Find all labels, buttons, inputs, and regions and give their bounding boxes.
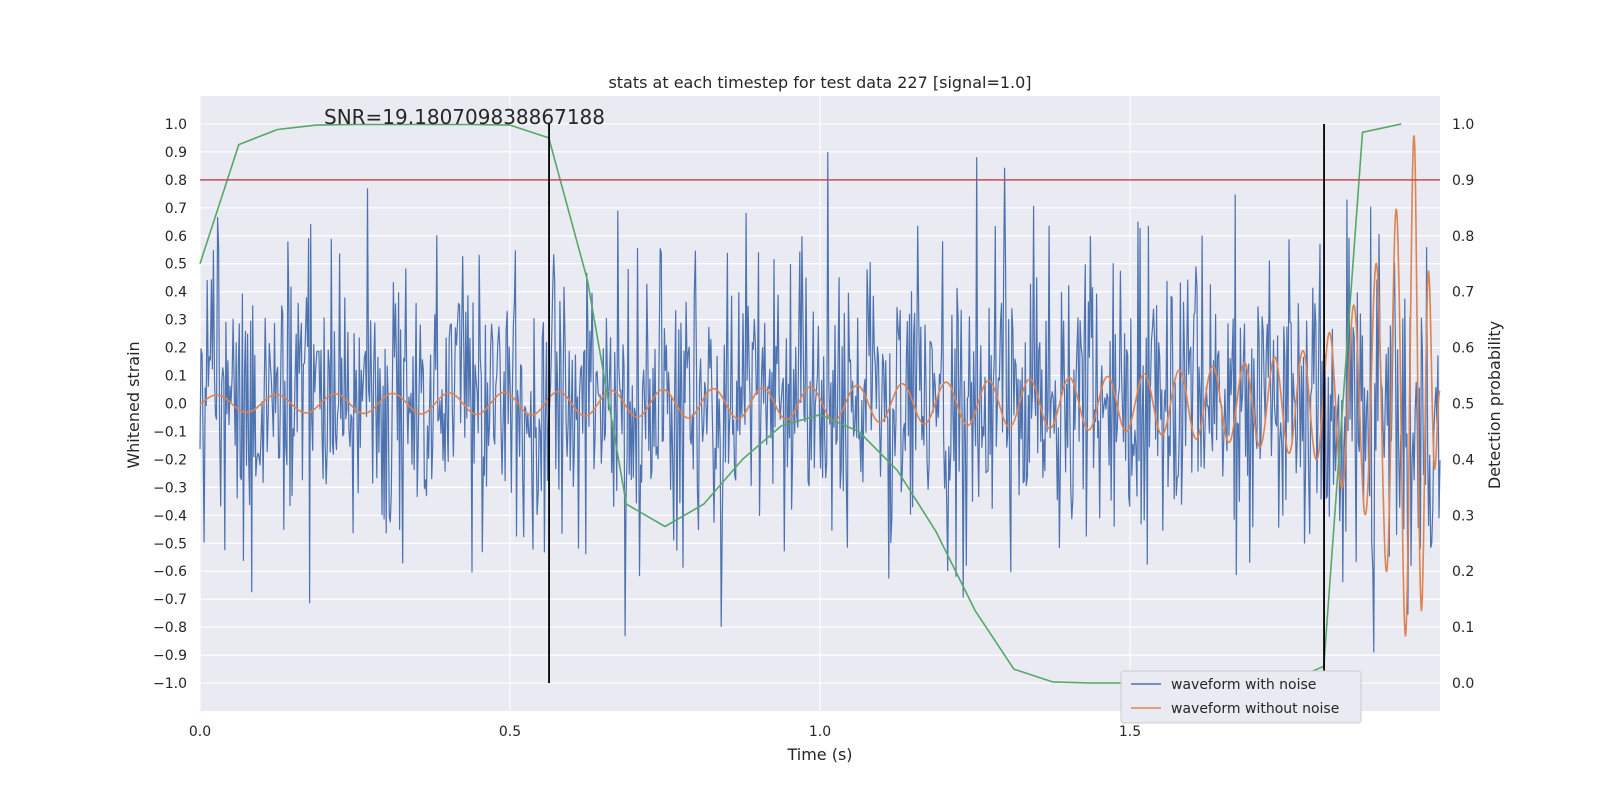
y-left-tick-label: 0.1 [165,369,187,385]
y-right-tick-label: 0.1 [1452,620,1474,636]
x-ticks: 0.0 0.5 1.0 1.5 [189,724,1141,740]
y-left-tick-label: −0.2 [153,452,187,468]
y-left-tick-label: −0.3 [153,480,187,496]
y-axis-label-left: Whitened strain [124,341,143,468]
grid-lines [199,96,1440,711]
y-left-tick-label: 0.3 [165,313,187,329]
y-left-tick-label: −0.9 [153,648,187,664]
series-waveform-without-noise [199,135,1441,637]
y-right-tick-label: 0.0 [1452,676,1474,692]
y-axis-label-right: Detection probability [1485,321,1504,489]
snr-annotation: SNR=19.180709838867188 [324,105,605,129]
y-right-tick-label: 1.0 [1452,117,1474,133]
y-right-tick-label: 0.4 [1452,452,1474,468]
y-left-tick-label: −0.6 [153,564,187,580]
y-left-tick-label: 0.0 [165,397,187,413]
y-right-ticks: 1.0 0.9 0.8 0.7 0.6 0.5 0.4 0.3 0.2 0.1 0.0 [1452,117,1474,692]
x-tick-label: 1.0 [809,724,831,740]
y-left-tick-label: 1.0 [165,117,187,133]
x-tick-label: 0.5 [499,724,521,740]
x-axis-label: Time (s) [786,745,852,764]
y-right-tick-label: 0.6 [1452,341,1474,357]
legend-label-clean: waveform without noise [1171,701,1339,717]
y-right-tick-label: 0.8 [1452,229,1474,245]
y-left-tick-label: −0.5 [153,536,187,552]
y-left-tick-label: 0.5 [165,257,187,273]
y-right-tick-label: 0.2 [1452,564,1474,580]
y-left-tick-label: 0.9 [165,145,187,161]
y-left-tick-label: 0.7 [165,201,187,217]
legend-box [1120,670,1362,724]
y-left-tick-label: −0.8 [153,620,187,636]
y-left-ticks: 1.0 0.9 0.8 0.7 0.6 0.5 0.4 0.3 0.2 0.1 0.0 −0.1 −0.… [153,117,187,692]
chart-title: stats at each timestep for test data 227… [608,73,1031,92]
x-tick-label: 1.5 [1119,724,1141,740]
y-left-tick-label: −0.1 [153,424,187,440]
y-right-tick-label: 0.3 [1452,508,1474,524]
y-right-tick-label: 0.5 [1452,397,1474,413]
legend-label-noise: waveform with noise [1171,677,1316,693]
legend: waveform with noise waveform without noi… [1120,670,1362,724]
y-left-tick-label: 0.8 [165,173,187,189]
x-tick-label: 0.0 [189,724,211,740]
y-left-tick-label: −0.4 [153,508,187,524]
y-left-tick-label: 0.2 [165,341,187,357]
y-left-tick-label: −0.7 [153,592,187,608]
series-waveform-with-noise [199,151,1441,653]
y-left-tick-label: 0.4 [165,285,187,301]
y-right-tick-label: 0.9 [1452,173,1474,189]
y-left-tick-label: 0.6 [165,229,187,245]
y-right-tick-label: 0.7 [1452,285,1474,301]
y-left-tick-label: −1.0 [153,676,187,692]
